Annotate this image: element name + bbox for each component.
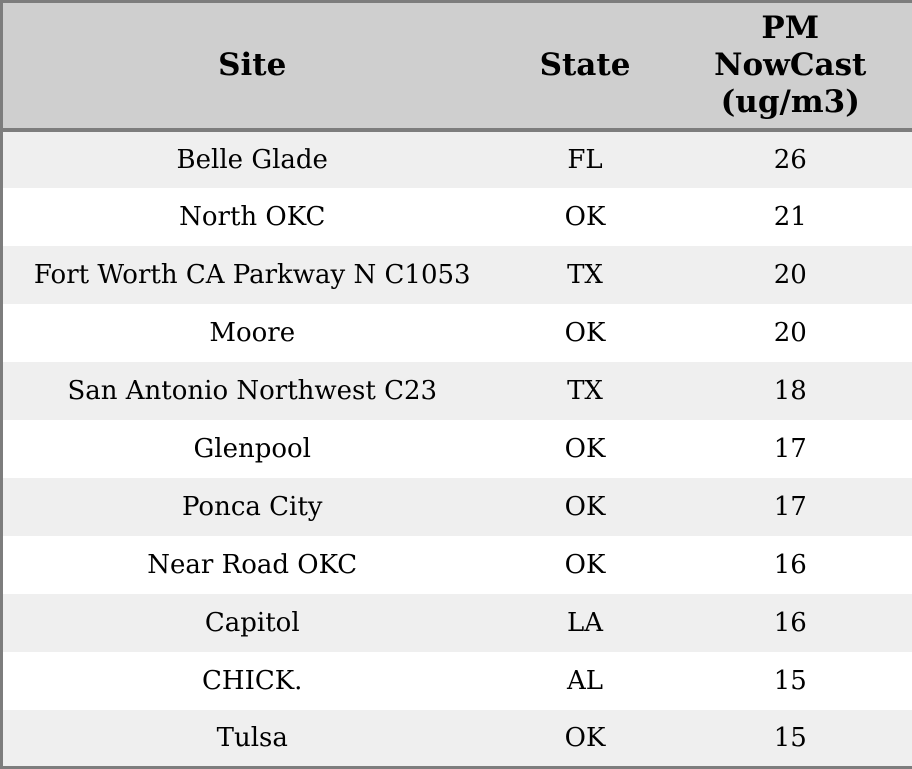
site-cell: Belle Glade bbox=[176, 144, 328, 175]
site-cell: Fort Worth CA Parkway N C1053 bbox=[33, 259, 471, 290]
state-cell: FL bbox=[567, 144, 603, 175]
site-cell: CHICK. bbox=[202, 665, 303, 696]
table-row: Belle Glade FL 26 bbox=[1, 129, 912, 188]
state-cell: OK bbox=[564, 317, 606, 348]
table-row: Glenpool OK 17 bbox=[1, 419, 912, 478]
column-header-pm-nowcast: PM NowCast (ug/m3) bbox=[668, 1, 912, 132]
table-row: Near Road OKC OK 16 bbox=[1, 535, 912, 594]
state-cell: OK bbox=[564, 433, 606, 464]
site-cell: Glenpool bbox=[193, 433, 311, 464]
pm-value-cell: 21 bbox=[773, 201, 807, 232]
state-cell: OK bbox=[564, 722, 606, 753]
pm-value-cell: 15 bbox=[773, 665, 807, 696]
table-body: Belle Glade FL 26 North OKC OK 21 Fort Worth C… bbox=[1, 129, 912, 768]
table-row: Moore OK 20 bbox=[1, 303, 912, 362]
pm-value-cell: 17 bbox=[773, 433, 807, 464]
state-cell: OK bbox=[564, 549, 606, 580]
pm-value-cell: 16 bbox=[773, 607, 807, 638]
pm-value-cell: 20 bbox=[773, 317, 807, 348]
pm-value-cell: 20 bbox=[773, 259, 807, 290]
table-row: Tulsa OK 15 bbox=[1, 709, 912, 768]
site-cell: Near Road OKC bbox=[147, 549, 358, 580]
table-row: San Antonio Northwest C23 TX 18 bbox=[1, 361, 912, 420]
site-cell: North OKC bbox=[179, 201, 326, 232]
state-cell: OK bbox=[564, 201, 606, 232]
state-cell: OK bbox=[564, 491, 606, 522]
site-cell: Ponca City bbox=[181, 491, 323, 522]
site-cell: San Antonio Northwest C23 bbox=[67, 375, 438, 406]
pm-value-cell: 16 bbox=[773, 549, 807, 580]
pm-value-cell: 17 bbox=[773, 491, 807, 522]
site-cell: Capitol bbox=[204, 607, 300, 638]
state-cell: LA bbox=[566, 607, 604, 638]
table-row: Ponca City OK 17 bbox=[1, 477, 912, 536]
site-cell: Moore bbox=[209, 317, 296, 348]
pm-value-cell: 15 bbox=[773, 722, 807, 753]
column-header-site: Site bbox=[1, 1, 502, 132]
header-row: Site State PM NowCast (ug/m3) bbox=[1, 1, 912, 132]
pm-value-cell: 26 bbox=[773, 144, 807, 175]
site-cell: Tulsa bbox=[216, 722, 288, 753]
state-cell: TX bbox=[567, 259, 603, 290]
table-row: Capitol LA 16 bbox=[1, 593, 912, 652]
column-header-state: State bbox=[501, 1, 669, 132]
table-row: North OKC OK 21 bbox=[1, 187, 912, 246]
table-row: Fort Worth CA Parkway N C1053 TX 20 bbox=[1, 245, 912, 304]
state-cell: TX bbox=[567, 375, 603, 406]
state-cell: AL bbox=[566, 665, 604, 696]
pm-value-cell: 18 bbox=[773, 375, 807, 406]
table-header: Site State PM NowCast (ug/m3) bbox=[1, 1, 912, 132]
table-row: CHICK. AL 15 bbox=[1, 651, 912, 710]
